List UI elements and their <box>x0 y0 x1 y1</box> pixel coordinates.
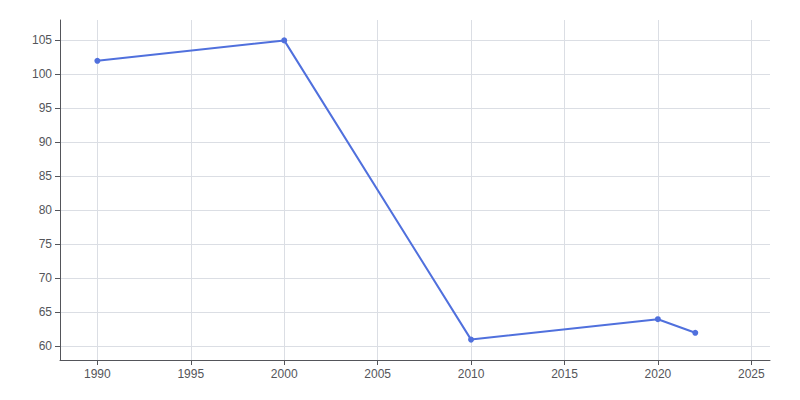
svg-text:1990: 1990 <box>84 367 111 381</box>
svg-text:2010: 2010 <box>458 367 485 381</box>
svg-text:70: 70 <box>39 271 53 285</box>
svg-text:2005: 2005 <box>364 367 391 381</box>
svg-text:85: 85 <box>39 169 53 183</box>
svg-text:60: 60 <box>39 339 53 353</box>
svg-text:2025: 2025 <box>738 367 765 381</box>
svg-text:80: 80 <box>39 203 53 217</box>
svg-text:2020: 2020 <box>645 367 672 381</box>
svg-text:90: 90 <box>39 135 53 149</box>
svg-text:95: 95 <box>39 101 53 115</box>
svg-text:100: 100 <box>32 67 52 81</box>
svg-text:2015: 2015 <box>551 367 578 381</box>
svg-text:2000: 2000 <box>271 367 298 381</box>
svg-text:75: 75 <box>39 237 53 251</box>
svg-text:1995: 1995 <box>177 367 204 381</box>
svg-text:105: 105 <box>32 33 52 47</box>
svg-text:65: 65 <box>39 305 53 319</box>
